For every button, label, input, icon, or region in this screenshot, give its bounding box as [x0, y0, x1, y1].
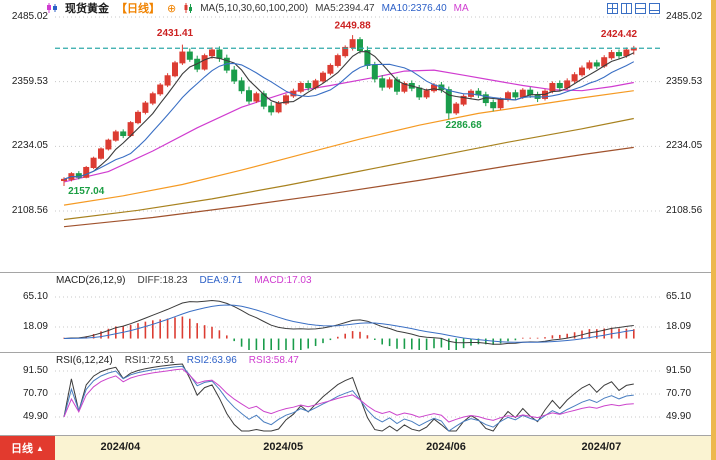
ma5-value: MA5:2394.47	[315, 2, 375, 14]
right-edge-strip	[711, 0, 716, 460]
layout-single-pane-icon[interactable]	[649, 3, 660, 14]
layout-split-horizontal-icon[interactable]	[635, 3, 646, 14]
add-overlay-icon[interactable]: ⊕	[167, 2, 177, 15]
chart-header: 现货黄金 【日线】 ⊕ MA(5,10,30,60,100,200) MA5:2…	[0, 0, 716, 16]
svg-text:2286.68: 2286.68	[446, 120, 483, 131]
macd-title[interactable]: MACD(26,12,9)	[56, 275, 126, 286]
svg-text:2157.04: 2157.04	[68, 186, 105, 197]
month-label: 2024/07	[581, 441, 622, 453]
symbol-name[interactable]: 现货黄金	[65, 3, 109, 15]
layout-buttons	[607, 3, 660, 14]
period-selector[interactable]: 日线 ▲	[0, 436, 55, 460]
month-label: 2024/06	[426, 441, 466, 453]
month-label: 2024/04	[100, 441, 141, 453]
layout-grid-2x2-icon[interactable]	[607, 3, 618, 14]
instrument-icon	[46, 2, 58, 14]
kline-icon	[183, 2, 193, 14]
svg-text:2449.88: 2449.88	[335, 20, 372, 31]
month-label: 2024/05	[263, 441, 304, 453]
layout-split-vertical-icon[interactable]	[621, 3, 632, 14]
rsi1-value: RSI1:72.51	[124, 355, 175, 366]
macd-dea-value: DEA:9.71	[199, 275, 243, 286]
macd-diff-value: DIFF:18.23	[137, 275, 188, 286]
time-axis-bar: 日线 ▲ 2024/04 2024/05 2024/06 2024/07	[0, 435, 716, 460]
rsi-title[interactable]: RSI(6,12,24)	[56, 355, 113, 366]
period-label: 日线	[11, 443, 34, 455]
ma10-value: MA10:2376.40	[381, 2, 447, 14]
rsi-legend: RSI(6,12,24) RSI1:72.51 RSI2:63.96 RSI3:…	[56, 355, 299, 366]
period-tag[interactable]: 【日线】	[116, 3, 160, 15]
ma-more-value: MA	[453, 2, 469, 14]
svg-text:2431.41: 2431.41	[157, 28, 194, 39]
ma-settings-label[interactable]: MA(5,10,30,60,100,200)	[200, 2, 309, 14]
period-arrow-icon: ▲	[36, 443, 44, 453]
svg-text:2424.42: 2424.42	[601, 29, 638, 40]
macd-legend: MACD(26,12,9) DIFF:18.23 DEA:9.71 MACD:1…	[56, 275, 312, 286]
rsi2-value: RSI2:63.96	[186, 355, 237, 366]
macd-macd-value: MACD:17.03	[254, 275, 312, 286]
rsi3-value: RSI3:58.47	[248, 355, 299, 366]
